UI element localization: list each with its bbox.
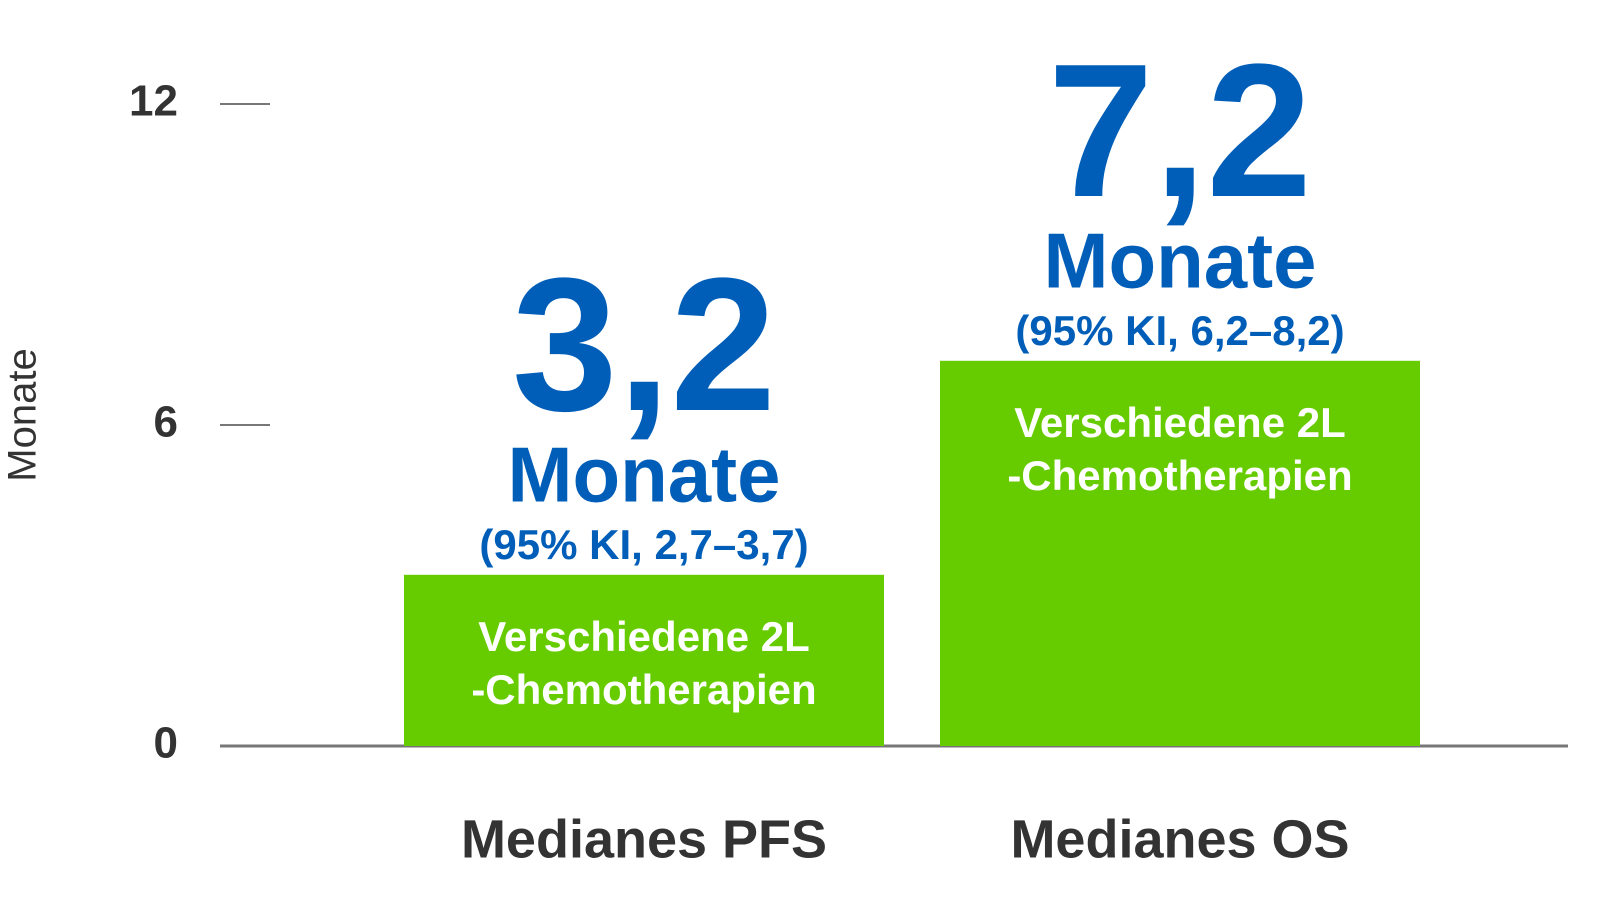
ci-label: (95% KI, 6,2–8,2) [1015,307,1344,354]
x-tick-label: Medianes OS [1010,809,1349,869]
value-label: 7,2 [1048,25,1312,237]
bar-label: Verschiedene 2L [1014,399,1346,446]
x-tick-label: Medianes PFS [461,809,827,869]
bar-label: Verschiedene 2L [478,613,810,660]
bar-label: -Chemotherapien [471,666,816,713]
y-axis-label: Monate [1,348,45,481]
ci-label: (95% KI, 2,7–3,7) [479,521,808,568]
bar [940,360,1420,746]
bar [404,574,884,746]
value-unit: Monate [1044,216,1317,304]
y-tick-label: 12 [129,77,178,126]
y-tick-label: 0 [154,719,178,768]
bar-label: -Chemotherapien [1007,452,1352,499]
y-tick-label: 6 [154,398,178,447]
value-unit: Monate [508,430,781,518]
value-label: 3,2 [512,239,776,451]
